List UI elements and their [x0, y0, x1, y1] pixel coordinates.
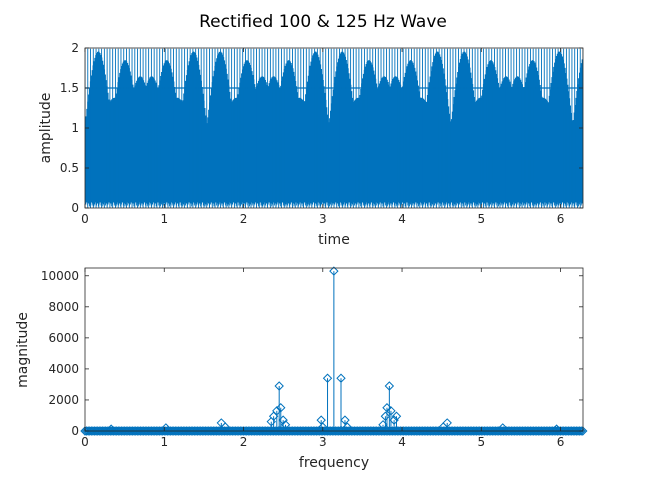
signal-peaks [85, 48, 583, 208]
stem-marker [274, 381, 284, 391]
y-tick-label: 8000 [48, 300, 79, 314]
x-tick-label: 6 [557, 435, 565, 449]
stem-marker [497, 423, 508, 433]
stem-marker [391, 411, 402, 421]
stem-marker [340, 415, 350, 425]
y-tick-label: 10000 [41, 269, 79, 283]
y-tick-label: 4000 [48, 362, 79, 376]
stem-marker [276, 403, 286, 413]
y-tick-label: 1.5 [60, 81, 79, 95]
stem-marker [322, 373, 333, 383]
bottom-axes-box [84, 267, 584, 432]
top-y-ticks: 0 0.5 1 1.5 2 [60, 41, 583, 215]
x-tick-label: 0 [81, 435, 89, 449]
y-tick-label: 6000 [48, 331, 79, 345]
top-plot-area [85, 48, 583, 208]
x-tick-label: 2 [240, 212, 248, 226]
top-x-ticks: 0 1 2 3 4 5 6 [81, 48, 564, 226]
top-x-axis-label: time [318, 232, 350, 248]
baseline-marker [578, 426, 588, 436]
x-tick-label: 3 [319, 435, 327, 449]
x-tick-label: 1 [160, 212, 168, 226]
stem-marker [551, 424, 562, 434]
x-tick-label: 5 [477, 435, 485, 449]
stem-marker [280, 420, 291, 430]
stem-marker [442, 418, 452, 428]
x-tick-label: 6 [557, 212, 565, 226]
bottom-subplot: 0 1 2 3 4 5 6 0 2000 4000 6000 8000 10000 frequency… [15, 266, 588, 471]
y-tick-label: 2000 [48, 393, 79, 407]
stem-marker [380, 411, 391, 421]
stem-marker [161, 423, 171, 433]
y-tick-label: 1 [71, 121, 79, 135]
bottom-x-ticks: 0 1 2 3 4 5 6 [81, 268, 564, 449]
top-y-axis-label: amplitude [38, 93, 54, 164]
baseline-marker [574, 426, 585, 436]
x-tick-label: 3 [319, 212, 327, 226]
bottom-plot-area [80, 266, 588, 436]
y-tick-label: 0 [71, 424, 79, 438]
x-tick-label: 5 [477, 212, 485, 226]
top-subplot: Rectified 100 & 125 Hz Wave 0 1 2 3 4 5 6 0 0.5… [38, 12, 584, 248]
stem-marker [336, 373, 346, 383]
stem-marker [384, 381, 395, 391]
x-tick-label: 4 [398, 435, 406, 449]
baseline-marker [576, 426, 586, 436]
x-tick-label: 1 [160, 435, 168, 449]
bottom-x-axis-label: frequency [299, 455, 369, 471]
stem-marker [329, 266, 339, 276]
x-tick-label: 4 [398, 212, 406, 226]
stem-marker [278, 415, 288, 425]
top-chart-title: Rectified 100 & 125 Hz Wave [199, 12, 447, 32]
x-tick-label: 2 [240, 435, 248, 449]
y-tick-label: 0 [71, 201, 79, 215]
stem-marker [386, 406, 396, 416]
x-tick-label: 0 [81, 212, 89, 226]
bottom-y-axis-label: magnitude [15, 312, 31, 388]
stem-marker [106, 424, 116, 434]
y-tick-label: 0.5 [60, 161, 79, 175]
y-tick-label: 2 [71, 41, 79, 55]
bottom-y-ticks: 0 2000 4000 6000 8000 10000 [41, 269, 583, 438]
